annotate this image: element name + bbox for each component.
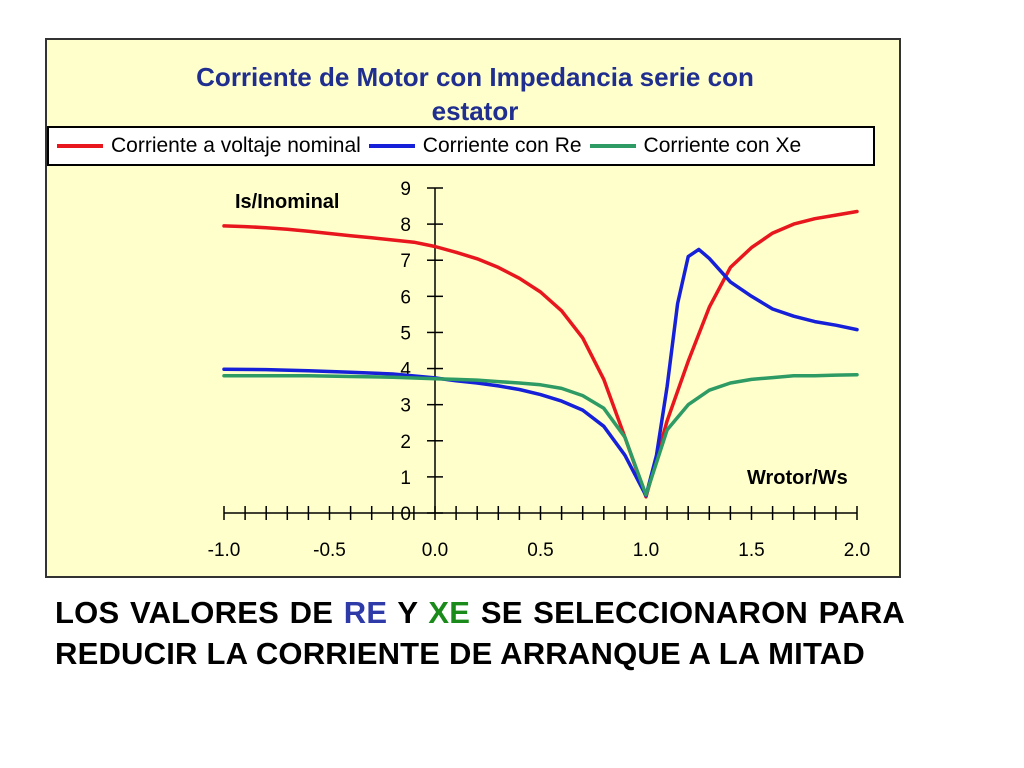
y-tick-label: 2 [400,432,411,453]
x-tick-label: -1.0 [208,540,241,561]
caption-part-1: LOS VALORES DE [55,595,344,630]
plot-area: 0 1 2 3 4 5 6 7 8 9 -1.0 -0.5 0.0 0.5 1.0 1.5 2.0 Is/Ino… [208,179,871,561]
x-tick-label: 1.0 [633,540,659,561]
y-tick-label: 7 [400,251,411,272]
y-tick-label: 1 [400,468,411,489]
y-axis-title: Is/Inominal [235,191,339,213]
legend-item-re: Corriente con Re [368,134,582,158]
series-layer [222,209,859,499]
caption-re: RE [343,595,388,630]
caption-part-3: SE SELECCIONARON PARA REDUCIR LA CORRIEN… [55,595,905,671]
x-tick-label: 0.0 [422,540,448,561]
legend-item-xe: Corriente con Xe [589,134,802,158]
caption-xe: XE [428,595,471,630]
x-tick-label: 2.0 [844,540,870,561]
y-tick-label: 4 [400,360,411,381]
y-tick-label: 9 [400,179,411,200]
legend-swatch-red [57,144,103,148]
x-tick-label: 0.5 [527,540,553,561]
x-tick-label: -0.5 [313,540,346,561]
legend-swatch-blue [368,144,415,148]
x-tick-label: 1.5 [738,540,764,561]
legend-label: Corriente con Xe [643,134,802,157]
chart-legend: Corriente a voltaje nominal Corriente co… [47,126,875,166]
series-line-1 [222,209,859,499]
y-tick-label: 5 [400,323,411,344]
series-line-3 [222,372,859,497]
legend-item-voltaje-nominal: Corriente a voltaje nominal [57,134,361,158]
chart-title: Corriente de Motor con Impedancia serie … [196,62,754,126]
y-tick-label: 0 [400,504,411,525]
legend-swatch-green [589,144,636,148]
chart-frame: Corriente de Motor con Impedancia serie … [45,38,901,578]
caption-part-2: Y [387,595,429,630]
legend-label: Corriente a voltaje nominal [111,134,361,157]
y-tick-label: 6 [400,287,411,308]
y-tick-label: 3 [400,396,411,417]
axes: 0 1 2 3 4 5 6 7 8 9 -1.0 -0.5 0.0 0.5 1.0 1.5 2.0 [208,179,871,561]
y-tick-label: 8 [400,215,411,236]
legend-label: Corriente con Re [422,134,582,157]
x-axis-title: Wrotor/Ws [747,467,848,489]
caption-text: LOS VALORES DE RE Y XE SE SELECCIONARON … [55,592,905,674]
series-line-2 [222,247,859,498]
